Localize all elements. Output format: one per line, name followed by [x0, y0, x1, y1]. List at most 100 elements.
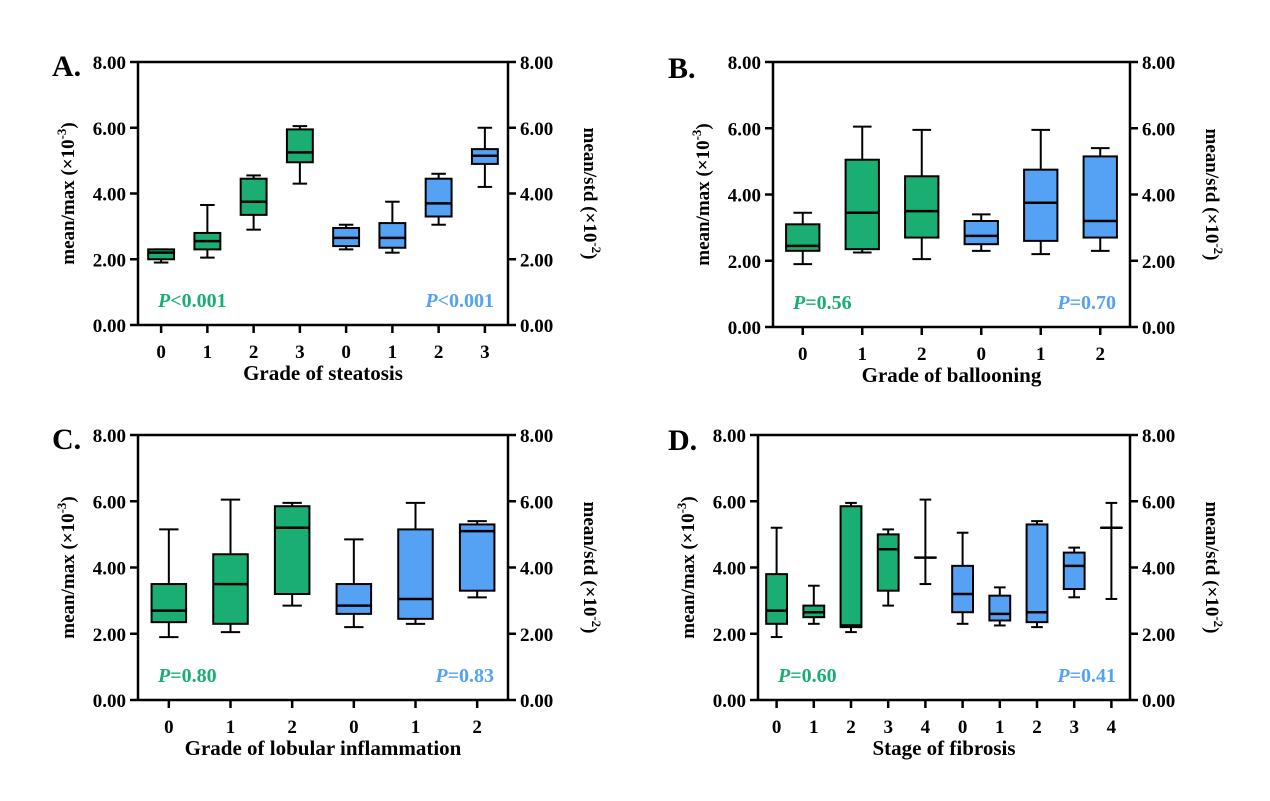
- box-iqr: [839, 505, 863, 629]
- y-tick-label-right: 0.00: [1142, 691, 1175, 712]
- box-green: [212, 498, 249, 634]
- y-axis-label-left: mean/max (×10-3): [689, 123, 714, 266]
- y-tick-label-left: 0.00: [728, 318, 761, 339]
- x-tick-label: 3: [295, 342, 305, 363]
- y-axis-label-left: mean/max (×10-3): [54, 122, 79, 265]
- x-tick-label: 1: [995, 717, 1005, 738]
- y-tick-label-right: 2.00: [1142, 252, 1175, 273]
- box-green: [844, 125, 880, 254]
- y-tick-label-left: 8.00: [713, 426, 746, 447]
- y-tick-label-right: 4.00: [520, 559, 553, 580]
- y-tick-label-right: 8.00: [1142, 426, 1175, 447]
- y-tick-label-right: 8.00: [1142, 53, 1175, 74]
- box-green: [193, 204, 222, 259]
- y-tick-label-right: 2.00: [520, 250, 553, 271]
- box-iqr: [1082, 155, 1118, 239]
- box-iqr: [378, 222, 407, 249]
- y-tick-label-left: 2.00: [93, 250, 126, 271]
- box-blue: [458, 520, 496, 599]
- x-axis-label: Grade of lobular inflammation: [185, 736, 462, 760]
- x-tick-label: 1: [1036, 344, 1046, 365]
- x-tick-label: 0: [341, 342, 351, 363]
- box-blue: [1023, 128, 1059, 256]
- y-tick-label-right: 6.00: [1142, 119, 1175, 140]
- x-tick-label: 2: [1032, 717, 1042, 738]
- x-tick-label: 0: [977, 344, 987, 365]
- box-blue: [397, 501, 434, 625]
- box-iqr: [212, 553, 249, 625]
- y-axis-label-left: mean/max (×10-3): [674, 496, 699, 639]
- box-iqr: [285, 128, 314, 164]
- box-blue: [424, 172, 453, 226]
- y-tick-label-left: 4.00: [93, 185, 126, 206]
- x-tick-label: 0: [798, 344, 808, 365]
- x-tick-label: 2: [846, 717, 856, 738]
- x-tick-label: 1: [226, 717, 236, 738]
- box-green: [147, 248, 176, 264]
- panel-label: C.: [52, 423, 81, 456]
- box-green: [913, 498, 937, 586]
- box-iqr: [1062, 551, 1086, 591]
- y-axis-label-right: mean/std (×10-2): [1201, 502, 1226, 634]
- x-tick-label: 0: [164, 717, 174, 738]
- box-iqr: [273, 505, 311, 595]
- box-iqr: [844, 158, 880, 251]
- y-tick-label-right: 6.00: [520, 119, 553, 140]
- y-tick-label-left: 0.00: [713, 691, 746, 712]
- x-tick-label: 3: [480, 342, 490, 363]
- box-blue: [1099, 501, 1123, 600]
- y-tick-label-right: 6.00: [520, 492, 553, 513]
- box-iqr: [424, 177, 453, 218]
- panel-a: 0.00 0.00 2.00 2.00 4.00 4.00 6.00 6.00 8.00 8.00…: [52, 50, 604, 385]
- y-axis-label-right: mean/std (×10-2): [579, 502, 604, 634]
- y-tick-label-left: 4.00: [93, 559, 126, 580]
- x-tick-label: 0: [349, 717, 359, 738]
- x-tick-label: 2: [917, 344, 927, 365]
- box-green: [285, 125, 314, 185]
- y-tick-label-left: 6.00: [713, 492, 746, 513]
- box-iqr: [904, 175, 940, 239]
- x-tick-label: 3: [1069, 717, 1079, 738]
- panel-label: B.: [668, 52, 696, 85]
- p-value-left: P=0.80: [157, 665, 217, 687]
- y-tick-label-left: 4.00: [728, 186, 761, 207]
- panel-b: 0.00 0.00 2.00 2.00 4.00 4.00 6.00 6.00 8.00 8.00…: [668, 52, 1226, 387]
- x-tick-label: 1: [809, 717, 819, 738]
- y-tick-label-left: 4.00: [713, 559, 746, 580]
- y-tick-label-left: 2.00: [713, 625, 746, 646]
- x-tick-label: 1: [203, 342, 213, 363]
- x-tick-label: 1: [388, 342, 398, 363]
- p-value-left: P=0.60: [777, 665, 837, 687]
- box-green: [802, 584, 826, 625]
- box-iqr: [1023, 168, 1059, 242]
- box-green: [765, 526, 789, 639]
- y-tick-label-right: 8.00: [520, 53, 553, 74]
- y-tick-label-right: 4.00: [1142, 186, 1175, 207]
- box-iqr: [951, 564, 975, 614]
- box-green: [150, 528, 188, 639]
- x-axis-label: Grade of ballooning: [862, 363, 1042, 387]
- y-tick-label-left: 2.00: [93, 625, 126, 646]
- box-iqr: [147, 248, 176, 261]
- x-tick-label: 1: [411, 717, 421, 738]
- box-blue: [1062, 546, 1086, 599]
- y-tick-label-left: 2.00: [728, 252, 761, 273]
- panel-c: 0.00 0.00 2.00 2.00 4.00 4.00 6.00 6.00 8.00 8.00…: [52, 423, 604, 760]
- box-iqr: [988, 594, 1012, 622]
- box-blue: [332, 223, 361, 251]
- box-iqr: [335, 583, 373, 615]
- box-blue: [963, 213, 999, 252]
- y-tick-label-right: 0.00: [1142, 318, 1175, 339]
- box-iqr: [397, 528, 434, 620]
- y-tick-label-right: 0.00: [520, 316, 553, 337]
- p-value-right: P=0.70: [1056, 292, 1116, 314]
- y-tick-label-right: 4.00: [520, 185, 553, 206]
- x-tick-label: 4: [1107, 717, 1117, 738]
- box-iqr: [1025, 523, 1049, 624]
- box-blue: [378, 200, 407, 254]
- p-value-left: P<0.001: [157, 290, 227, 312]
- x-tick-label: 2: [472, 717, 482, 738]
- y-axis-label-right: mean/std (×10-2): [1201, 129, 1226, 261]
- box-iqr: [150, 583, 188, 624]
- y-tick-label-right: 4.00: [1142, 559, 1175, 580]
